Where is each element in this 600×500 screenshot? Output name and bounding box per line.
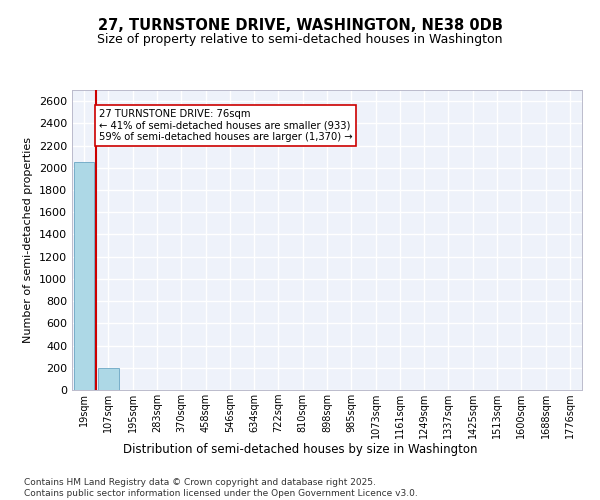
Bar [98,368,119,390]
Text: 27, TURNSTONE DRIVE, WASHINGTON, NE38 0DB: 27, TURNSTONE DRIVE, WASHINGTON, NE38 0D… [98,18,502,32]
Text: Size of property relative to semi-detached houses in Washington: Size of property relative to semi-detach… [97,32,503,46]
Text: Distribution of semi-detached houses by size in Washington: Distribution of semi-detached houses by … [123,442,477,456]
Text: 27 TURNSTONE DRIVE: 76sqm
← 41% of semi-detached houses are smaller (933)
59% of: 27 TURNSTONE DRIVE: 76sqm ← 41% of semi-… [99,109,352,142]
Bar [74,162,94,390]
Y-axis label: Number of semi-detached properties: Number of semi-detached properties [23,137,34,343]
Text: Contains HM Land Registry data © Crown copyright and database right 2025.
Contai: Contains HM Land Registry data © Crown c… [24,478,418,498]
